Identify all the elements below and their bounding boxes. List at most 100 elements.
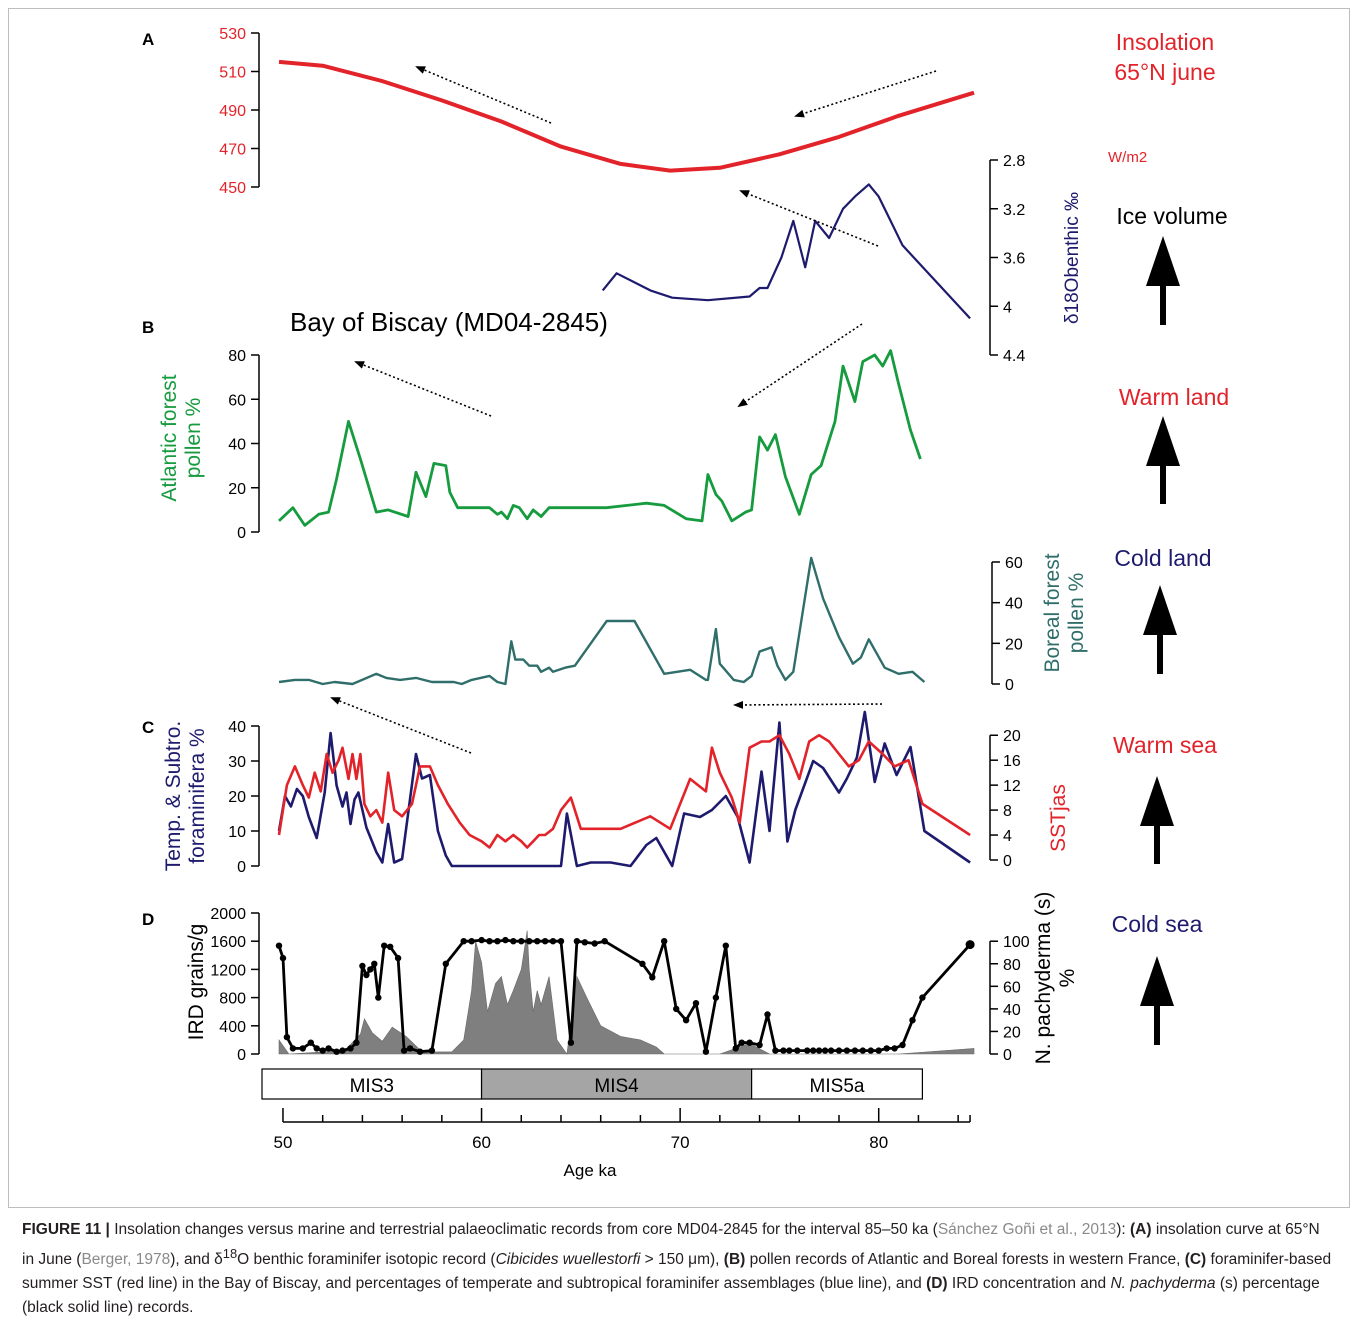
pachyderma-point — [827, 1047, 835, 1054]
caption-species-2: N. pachyderma — [1110, 1275, 1216, 1293]
cold-land-label: Cold land — [1114, 545, 1211, 571]
pachyderma-point — [835, 1047, 843, 1054]
figure-frame — [8, 8, 1350, 1208]
pachyderma-point — [722, 942, 729, 949]
caption-text-3: insolation curve at 65°N in June ( — [22, 1221, 1320, 1269]
axis-title-line: Temp. & Subtro. — [162, 721, 185, 872]
pachyderma-point — [965, 940, 975, 950]
axis-title-0: δ18Obenthic ‰ — [1062, 192, 1083, 324]
zone-mis3 — [261, 1068, 483, 1100]
ice-volume-label: Ice volume — [1116, 203, 1227, 229]
pachyderma-point — [319, 1047, 326, 1054]
y-tick-label-2: 20 — [228, 481, 246, 498]
pachyderma-point — [307, 1039, 314, 1046]
trend-up-arrow-head — [1140, 956, 1174, 1006]
y-tick-label-1: 4.4 — [1003, 348, 1025, 365]
caption-label-d: (D) — [926, 1275, 948, 1293]
pachyderma-point — [502, 936, 509, 944]
pachyderma-point — [325, 1045, 332, 1052]
pachyderma-point — [867, 1047, 874, 1054]
caption-ref-berger[interactable]: Berger, 1978 — [81, 1251, 171, 1269]
pachyderma-point — [557, 938, 565, 945]
caption-label: FIGURE 11 | — [22, 1221, 110, 1238]
caption-sup-18: 18 — [222, 1246, 238, 1261]
pachyderma-point — [510, 938, 517, 945]
y-tick-label-3: 60 — [1005, 555, 1023, 572]
pachyderma-point — [549, 938, 557, 945]
trend-arrow — [794, 70, 937, 118]
pachyderma-point — [581, 939, 588, 946]
pachyderma-point — [416, 1048, 424, 1055]
caption-text-9: IRD concentration and — [947, 1275, 1111, 1293]
y-tick-label-1: 4 — [1003, 299, 1012, 316]
pachyderma-point — [339, 1047, 346, 1054]
axis-title-1: Atlantic forestpollen % — [158, 374, 205, 501]
y-tick-label-4: 10 — [228, 824, 246, 841]
series-boreal-forest — [278, 556, 926, 686]
caption-ref-sanchez[interactable]: Sánchez Goñi et al., 2013 — [937, 1221, 1117, 1238]
y-tick-label-0: 450 — [219, 180, 246, 197]
pachyderma-point — [283, 1033, 291, 1041]
axis-title-line: Atlantic forest — [158, 374, 181, 501]
pachyderma-point — [804, 1047, 811, 1054]
pachyderma-point — [363, 971, 370, 979]
pachyderma-point — [692, 1000, 700, 1007]
warm-land-label: Warm land — [1119, 384, 1229, 410]
axis-title-line: N. pachyderma (s) — [1032, 892, 1055, 1065]
y-tick-label-4: 0 — [237, 859, 246, 876]
trend-up-arrow-head — [1146, 416, 1180, 466]
x-axis-title: Age ka — [564, 1161, 617, 1180]
y-tick-label-0: 510 — [219, 65, 246, 82]
trend-arrow — [733, 700, 883, 709]
pachyderma-point — [815, 1047, 823, 1054]
pachyderma-point — [428, 1047, 436, 1054]
axis-title-line: % — [1056, 969, 1079, 988]
insolation-label-2: 65°N june — [1114, 59, 1215, 85]
x-tick-label: 60 — [472, 1133, 491, 1152]
pachyderma-point — [712, 994, 720, 1001]
pachyderma-point — [639, 960, 646, 967]
pachyderma-point — [649, 974, 656, 981]
pachyderma-point — [764, 1011, 771, 1018]
trend-up-arrow-head — [1140, 776, 1174, 826]
pachyderma-point — [875, 1047, 882, 1054]
series-atlantic-forest — [278, 349, 922, 527]
pachyderma-point — [794, 1047, 801, 1054]
y-tick-label-2: 80 — [228, 348, 246, 365]
pachyderma-point — [371, 960, 378, 967]
pachyderma-point — [494, 938, 501, 945]
y-tick-label-7: 40 — [1003, 1002, 1021, 1019]
y-tick-label-0: 490 — [219, 103, 246, 120]
pachyderma-point — [541, 938, 549, 945]
pachyderma-point — [851, 1047, 859, 1054]
y-tick-label-1: 3.6 — [1003, 251, 1025, 268]
pachyderma-point — [891, 1045, 898, 1052]
y-tick-label-6: 800 — [219, 991, 246, 1008]
axis-title-line: IRD grains/g — [185, 924, 208, 1041]
axis-title-line: SSTjas — [1047, 784, 1070, 852]
y-tick-label-4: 30 — [228, 754, 246, 771]
pachyderma-point — [387, 943, 394, 950]
caption-text-8: foraminifer-based summer SST (red line) … — [22, 1251, 1332, 1293]
y-tick-label-3: 20 — [1005, 636, 1023, 653]
pachyderma-point — [367, 966, 374, 973]
pachyderma-point — [738, 1039, 745, 1046]
caption-text-1: Insolation changes versus marine and ter… — [109, 1221, 938, 1238]
y-tick-label-7: 80 — [1003, 957, 1021, 974]
pachyderma-point — [732, 1045, 739, 1052]
trend-arrow — [415, 66, 552, 124]
caption-label-b: (B) — [723, 1251, 746, 1269]
panel-label-d: D — [142, 910, 154, 929]
pachyderma-point — [313, 1045, 320, 1052]
warm-sea-label: Warm sea — [1113, 732, 1217, 758]
pachyderma-point — [275, 942, 283, 949]
pachyderma-point — [442, 960, 449, 967]
caption-text-2: ): — [1116, 1221, 1126, 1238]
caption-species: Cibicides wuellestorfi — [495, 1251, 641, 1269]
pachyderma-point — [394, 954, 402, 962]
y-tick-label-5: 20 — [1003, 728, 1021, 745]
figure-caption: FIGURE 11 | Insolation changes versus ma… — [22, 1218, 1332, 1320]
pachyderma-point — [526, 938, 533, 945]
y-tick-label-5: 12 — [1003, 778, 1021, 795]
axis-title-6: N. pachyderma (s)% — [1032, 892, 1079, 1065]
